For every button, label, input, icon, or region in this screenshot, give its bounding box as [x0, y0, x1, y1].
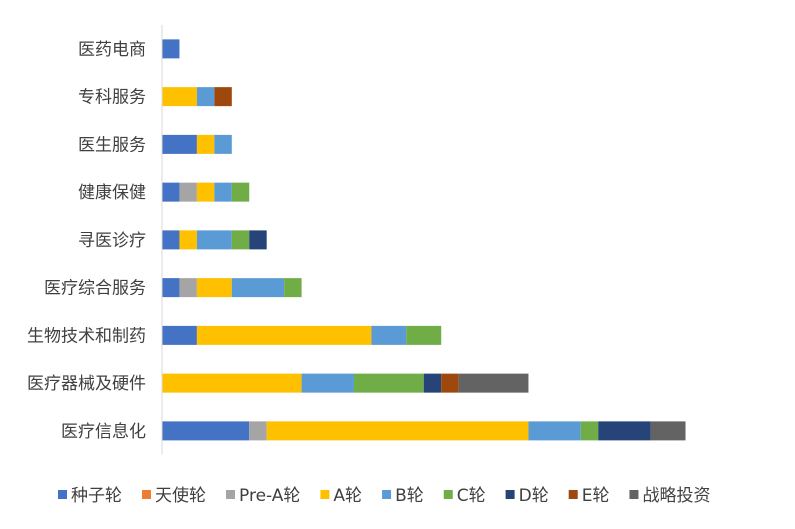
legend-label: C轮	[457, 486, 486, 506]
legend-item: D轮	[505, 486, 549, 506]
category-label: 医药电商	[78, 40, 146, 60]
bar-segment	[162, 373, 302, 393]
bars-group	[162, 39, 686, 441]
bar-segment	[162, 325, 197, 345]
legend-label: D轮	[519, 486, 549, 506]
legend-swatch	[629, 490, 639, 499]
bar-segment	[196, 325, 372, 345]
bar-segment	[284, 278, 302, 298]
legend-label: 种子轮	[71, 486, 122, 506]
bar-segment	[423, 373, 442, 393]
bar-segment	[162, 87, 197, 107]
category-labels-group: 医药电商专科服务医生服务健康保健寻医诊疗医疗综合服务生物技术和制药医疗器械及硬件…	[27, 40, 146, 442]
bar-segment	[179, 278, 197, 298]
bar-segment	[406, 325, 442, 345]
bar-segment	[598, 421, 651, 441]
category-label: 健康保健	[78, 183, 146, 203]
bar-segment	[231, 182, 250, 202]
category-label: 医生服务	[78, 135, 146, 155]
legend-item: C轮	[443, 486, 486, 506]
legend-item: 天使轮	[142, 485, 206, 506]
legend-item: 战略投资	[629, 486, 710, 506]
legend-label: E轮	[582, 486, 610, 506]
category-label: 医疗信息化	[61, 422, 146, 442]
legend-swatch	[568, 490, 578, 499]
category-label: 专科服务	[78, 88, 146, 108]
bar-segment	[196, 182, 215, 202]
legend-item: Pre-A轮	[226, 486, 300, 506]
legend-label: Pre-A轮	[239, 486, 300, 506]
bar-segment	[162, 421, 250, 441]
legend-label: 天使轮	[155, 485, 206, 506]
legend-swatch	[58, 490, 67, 499]
legend-swatch	[505, 490, 515, 499]
bar-segment	[196, 230, 232, 250]
bar-segment	[214, 182, 232, 202]
bar-segment	[162, 182, 180, 202]
bar-segment	[162, 39, 180, 59]
category-label: 医疗综合服务	[44, 279, 146, 299]
bar-segment	[179, 230, 197, 250]
legend-swatch	[142, 490, 151, 499]
legend-label: B轮	[395, 486, 424, 506]
bar-segment	[214, 87, 232, 107]
bar-segment	[196, 278, 232, 298]
bar-segment	[196, 87, 215, 107]
bar-segment	[162, 278, 180, 298]
bar-segment	[249, 421, 267, 441]
legend-label: 战略投资	[642, 486, 710, 506]
bar-segment	[196, 134, 215, 154]
legend-swatch	[443, 490, 453, 499]
bar-segment	[214, 134, 232, 154]
bar-segment	[179, 182, 197, 202]
legend-item: B轮	[382, 486, 424, 506]
category-label: 医疗器械及硬件	[27, 374, 146, 394]
bar-segment	[353, 373, 424, 393]
bar-segment	[528, 421, 581, 441]
bar-segment	[162, 230, 180, 250]
bar-segment	[580, 421, 599, 441]
bar-segment	[249, 230, 267, 250]
bar-segment	[458, 373, 529, 393]
category-label: 生物技术和制药	[27, 326, 146, 346]
legend-swatch	[320, 490, 330, 499]
bar-segment	[162, 134, 197, 154]
bar-segment	[231, 230, 250, 250]
bar-segment	[231, 278, 285, 298]
bar-segment	[301, 373, 354, 393]
legend-swatch	[226, 490, 235, 499]
bar-segment	[266, 421, 529, 441]
bar-segment	[441, 373, 459, 393]
legend-label: A轮	[333, 486, 362, 506]
bar-segment	[650, 421, 686, 441]
category-label: 寻医诊疗	[78, 231, 146, 251]
legend: 种子轮 天使轮 Pre-A轮 A轮 B轮 C轮 D轮 E轮 战略投资	[58, 485, 710, 506]
legend-item: 种子轮	[58, 486, 122, 506]
legend-item: E轮	[568, 486, 610, 506]
legend-swatch	[382, 490, 392, 499]
bar-segment	[371, 325, 407, 345]
legend-item: A轮	[320, 486, 362, 506]
